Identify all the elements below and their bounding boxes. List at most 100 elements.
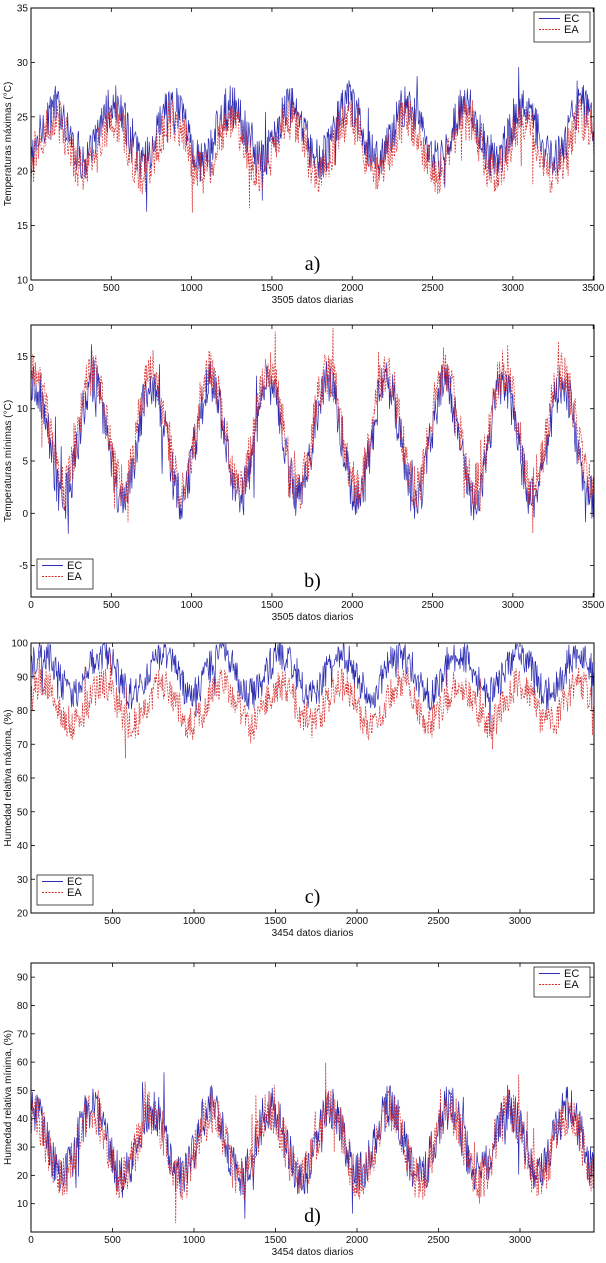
x-tick-label: 2000 [346, 916, 369, 927]
series-ec-line [31, 344, 594, 534]
x-tick-label: 1000 [183, 916, 206, 927]
x-tick-label: 500 [104, 916, 121, 927]
y-axis-label: Humedad relativa mínima, (%) [3, 1030, 14, 1165]
y-axis-label: Temperaturas mínimas (°C) [3, 400, 14, 522]
x-tick-label: 2000 [346, 1235, 369, 1246]
y-axis-label: Temperaturas máximas (°C) [3, 82, 14, 207]
x-axis-label: 3454 datos diarios [272, 1247, 354, 1258]
series-ea-line [31, 327, 594, 534]
legend-label-ea: EA [67, 887, 82, 899]
panel-letter: a) [305, 253, 321, 275]
x-tick-label: 2000 [341, 283, 364, 294]
y-tick-label: 100 [11, 639, 28, 650]
y-tick-label: 40 [17, 1114, 29, 1125]
chart-panel-2: 0 500 1000 1500 2000 2500 3000 3500 -5 0 5 10 15 3505… [3, 324, 605, 623]
y-tick-label: 80 [17, 706, 29, 717]
legend-box [533, 966, 591, 998]
x-tick-label: 2500 [421, 283, 444, 294]
series-ea-line [31, 650, 594, 759]
legend-label-ec: EC [67, 560, 82, 572]
series-ea-line [31, 94, 594, 213]
x-tick-label: 1500 [261, 283, 284, 294]
legend-label-ea: EA [67, 571, 82, 583]
y-tick-label: 70 [17, 1029, 29, 1040]
y-tick-label: 40 [17, 841, 29, 852]
panel-letter: d) [304, 1205, 321, 1227]
y-tick-label: 10 [17, 1199, 29, 1210]
x-tick-label: 500 [103, 283, 120, 294]
x-tick-label: 1000 [181, 600, 204, 611]
legend-label-ea: EA [564, 979, 579, 991]
x-tick-label: 1000 [181, 283, 204, 294]
y-tick-label: 0 [22, 509, 28, 520]
y-axis-label: Humedad relativa máxima, (%) [3, 709, 14, 846]
x-tick-label: 1500 [264, 1235, 287, 1246]
y-tick-label: 50 [17, 807, 29, 818]
y-tick-label: 70 [17, 740, 29, 751]
x-tick-label: 0 [28, 1235, 34, 1246]
y-tick-label: 10 [17, 276, 29, 287]
x-axis-label: 3505 datos diarias [272, 295, 354, 306]
chart-panel-4: 0 500 1000 1500 2000 2500 3000 10 20 30 40 50 60 70 80… [3, 962, 595, 1258]
y-tick-label: 60 [17, 1058, 29, 1069]
x-tick-label: 3000 [509, 1235, 532, 1246]
y-tick-label: 5 [22, 457, 28, 468]
y-tick-label: 30 [17, 58, 29, 69]
x-axis-label: 3454 datos diarios [272, 928, 354, 939]
chart-panel-1: 0 500 1000 1500 2000 2500 3000 3500 10 15 20 25 30 35… [3, 4, 605, 307]
y-tick-label: 20 [17, 909, 29, 920]
plot-frame [30, 7, 595, 281]
y-tick-label: 15 [17, 352, 29, 363]
legend-box [36, 558, 94, 590]
legend-label-ea: EA [564, 24, 579, 36]
y-tick-label: 60 [17, 774, 29, 785]
legend-label-ec: EC [564, 13, 579, 25]
y-tick-label: 25 [17, 112, 29, 123]
x-tick-label: 1500 [264, 916, 287, 927]
x-tick-label: 0 [28, 283, 34, 294]
panel-letter: b) [304, 570, 321, 592]
y-tick-label: 35 [17, 4, 29, 15]
y-tick-label: 10 [17, 404, 29, 415]
series-ec-line [31, 66, 594, 212]
legend-box [36, 874, 94, 906]
y-tick-label: 15 [17, 221, 29, 232]
y-tick-label: 30 [17, 1143, 29, 1154]
legend-label-ec: EC [564, 968, 579, 980]
series-ea-line [31, 1062, 594, 1224]
x-axis-label: 3505 datos diarios [272, 612, 354, 623]
y-tick-label: -5 [19, 561, 28, 572]
y-tick-label: 50 [17, 1086, 29, 1097]
x-tick-label: 1000 [183, 1235, 206, 1246]
legend-box [533, 11, 591, 43]
x-tick-label: 3000 [509, 916, 532, 927]
x-tick-label: 2000 [341, 600, 364, 611]
y-tick-label: 80 [17, 1001, 29, 1012]
panel-letter: c) [305, 886, 321, 908]
x-tick-label: 1500 [261, 600, 284, 611]
series-ec-line [31, 643, 594, 732]
y-tick-label: 20 [17, 167, 29, 178]
y-tick-label: 90 [17, 973, 29, 984]
x-tick-label: 0 [28, 600, 34, 611]
y-tick-label: 90 [17, 672, 29, 683]
x-tick-label: 3000 [502, 600, 525, 611]
x-tick-label: 500 [104, 1235, 121, 1246]
x-tick-label: 2500 [427, 916, 450, 927]
x-tick-label: 3500 [582, 283, 605, 294]
x-tick-label: 3500 [582, 600, 605, 611]
plot-frame [30, 962, 595, 1233]
legend-label-ec: EC [67, 876, 82, 888]
y-tick-label: 30 [17, 875, 29, 886]
x-tick-label: 2500 [427, 1235, 450, 1246]
x-tick-label: 2500 [421, 600, 444, 611]
chart-panel-3: 500 1000 1500 2000 2500 3000 20 30 40 50 60 70 80 90 1… [3, 639, 595, 939]
x-tick-label: 3000 [502, 283, 525, 294]
y-tick-label: 20 [17, 1171, 29, 1182]
x-tick-label: 500 [103, 600, 120, 611]
